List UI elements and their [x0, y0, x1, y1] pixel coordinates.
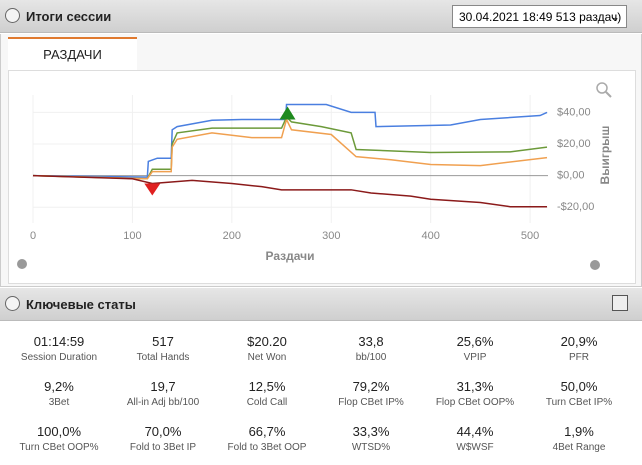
stat: 517 Total Hands — [111, 334, 215, 363]
stat: 9,2% 3Bet — [7, 379, 111, 408]
x-tick-label: 100 — [123, 230, 141, 242]
stat: 70,0% Fold to 3Bet IP — [111, 424, 215, 453]
y-tick-label: $40,00 — [557, 106, 591, 118]
series-line — [32, 117, 548, 180]
stat: 50,0% Turn CBet IP% — [527, 379, 631, 408]
y-tick-label: -$20,00 — [557, 201, 594, 213]
x-axis-label: Раздачи — [266, 249, 315, 263]
stat-label: Flop CBet OOP% — [435, 397, 515, 408]
stat-label: WTSD% — [351, 442, 391, 453]
y-tick-label: $0,00 — [557, 169, 585, 181]
stat-label: W$WSF — [456, 442, 494, 453]
stat-label: PFR — [569, 352, 589, 363]
stats-title: Ключевые статы — [26, 297, 136, 312]
stats-header: Ключевые статы — [0, 288, 642, 321]
stat: 33,3% WTSD% — [319, 424, 423, 453]
series-line — [32, 174, 548, 208]
x-tick-label: 300 — [322, 230, 340, 242]
stat-value: 01:14:59 — [33, 334, 85, 349]
max-marker — [279, 106, 296, 120]
stat-label: 3Bet — [48, 397, 70, 408]
zoom-icon[interactable] — [596, 82, 608, 94]
stat-label: All-in Adj bb/100 — [126, 397, 200, 408]
stat: 100,0% Turn CBet OOP% — [7, 424, 111, 453]
stat-value: 44,4% — [456, 424, 494, 439]
stat-value: 12,5% — [248, 379, 286, 394]
session-header: Итоги сессии 30.04.2021 18:49 513 раздач… — [0, 0, 642, 33]
stat-value: 31,3% — [456, 379, 494, 394]
stat-value: 517 — [152, 334, 174, 349]
stat-value: 20,9% — [560, 334, 598, 349]
stat-label: VPIP — [463, 352, 487, 363]
x-tick-label: 200 — [223, 230, 241, 242]
stat-value: 33,3% — [352, 424, 390, 439]
hands-tab[interactable]: РАЗДАЧИ — [8, 37, 137, 70]
stat-value: 66,7% — [248, 424, 286, 439]
stat-value: 50,0% — [560, 379, 598, 394]
stat: 31,3% Flop CBet OOP% — [423, 379, 527, 408]
stat-value: 19,7 — [150, 379, 176, 394]
stat: 66,7% Fold to 3Bet OOP — [215, 424, 319, 453]
collapse-icon[interactable] — [5, 296, 20, 311]
header-title: Итоги сессии — [26, 9, 112, 24]
stat-value: 1,9% — [564, 424, 594, 439]
stat-label: Total Hands — [136, 352, 190, 363]
stat-value: $20.20 — [247, 334, 287, 349]
stat-label: Net Won — [247, 352, 287, 363]
dropdown-arrow: ⌄ — [609, 10, 620, 24]
x-tick-label: 500 — [521, 230, 539, 242]
settings-icon[interactable] — [17, 259, 27, 269]
stat-value: 79,2% — [352, 379, 390, 394]
series-line — [32, 115, 548, 180]
x-tick-label: 400 — [422, 230, 440, 242]
stat-label: Flop CBet IP% — [338, 397, 404, 408]
stat-label: Cold Call — [246, 397, 288, 408]
stat-label: Session Duration — [20, 352, 98, 363]
stat-value: 9,2% — [44, 379, 74, 394]
stat: 79,2% Flop CBet IP% — [319, 379, 423, 408]
stat: $20.20 Net Won — [215, 334, 319, 363]
stat-label: 4Bet Range — [552, 442, 606, 453]
session-text: 30.04.2021 18:49 513 раздач) — [459, 10, 622, 24]
x-tick-label: 0 — [30, 230, 36, 242]
stat-label: Turn CBet IP% — [545, 397, 613, 408]
zoom-icon-handle — [605, 91, 612, 98]
stat-label: Fold to 3Bet IP — [129, 442, 197, 453]
y-tick-label: $20,00 — [557, 138, 591, 150]
stat-value: 33,8 — [358, 334, 384, 349]
stat: 19,7 All-in Adj bb/100 — [111, 379, 215, 408]
stat-label: Turn CBet OOP% — [19, 442, 99, 453]
layout-button[interactable] — [612, 295, 628, 311]
stat: 20,9% PFR — [527, 334, 631, 363]
stat-value: 70,0% — [144, 424, 182, 439]
stat-label: bb/100 — [355, 352, 387, 363]
stat: 33,8 bb/100 — [319, 334, 423, 363]
stat: 12,5% Cold Call — [215, 379, 319, 408]
stat: 01:14:59 Session Duration — [7, 334, 111, 363]
min-marker — [144, 183, 161, 196]
info-icon[interactable] — [590, 260, 600, 270]
y-axis-label: Выигрыш — [598, 126, 612, 185]
collapse-icon[interactable] — [5, 8, 20, 23]
stat-value: 25,6% — [456, 334, 494, 349]
stat: 25,6% VPIP — [423, 334, 527, 363]
stat: 44,4% W$WSF — [423, 424, 527, 453]
stat: 1,9% 4Bet Range — [527, 424, 631, 453]
chart: 0 100 200 300 400 500 $40,00 $20,00 $0,00 -$20,00… — [17, 82, 612, 270]
stat-label: Fold to 3Bet OOP — [227, 442, 307, 453]
stat-value: 100,0% — [36, 424, 82, 439]
session-dropdown[interactable]: 30.04.2021 18:49 513 раздач) ⌄ — [452, 5, 627, 28]
